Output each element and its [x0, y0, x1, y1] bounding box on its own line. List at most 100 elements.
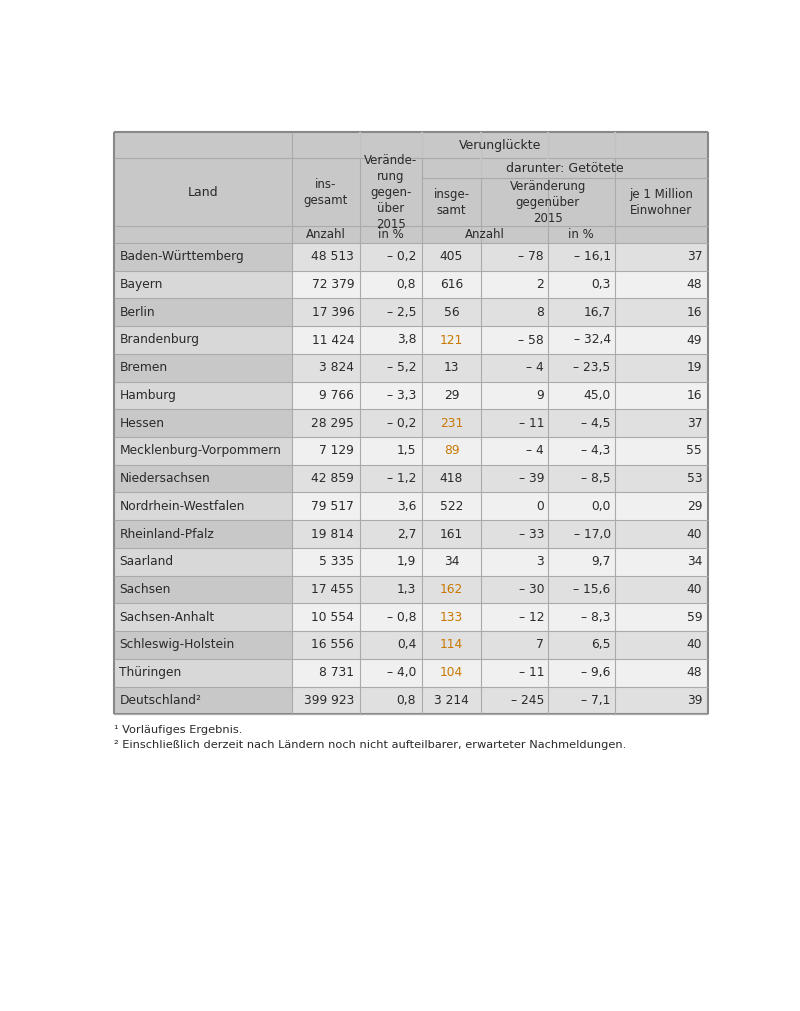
Text: insge-
samt: insge- samt [434, 188, 470, 216]
Text: 11 424: 11 424 [311, 334, 354, 347]
Text: 89: 89 [444, 445, 459, 457]
Text: Veränderung
gegenüber
2015: Veränderung gegenüber 2015 [510, 180, 586, 224]
Text: 8: 8 [536, 305, 544, 318]
Text: 7: 7 [536, 638, 544, 651]
Text: – 5,2: – 5,2 [386, 361, 416, 374]
Text: 45,0: 45,0 [583, 389, 610, 402]
Text: 5 335: 5 335 [319, 555, 354, 568]
Text: Sachsen: Sachsen [119, 583, 170, 595]
Text: – 245: – 245 [510, 694, 544, 707]
Text: Sachsen-Anhalt: Sachsen-Anhalt [119, 611, 214, 624]
Text: – 11: – 11 [518, 666, 544, 679]
Text: 16: 16 [686, 389, 702, 402]
Text: 1,9: 1,9 [397, 555, 416, 568]
Text: 34: 34 [686, 555, 702, 568]
Text: – 1,2: – 1,2 [387, 472, 416, 485]
Text: in %: in % [569, 228, 594, 241]
Text: ins-
gesamt: ins- gesamt [304, 178, 348, 206]
Text: 53: 53 [686, 472, 702, 485]
Text: 16 556: 16 556 [311, 638, 354, 651]
Text: Rheinland-Pfalz: Rheinland-Pfalz [119, 528, 214, 541]
Text: 72 379: 72 379 [311, 278, 354, 291]
Text: 48: 48 [686, 278, 702, 291]
Text: 399 923: 399 923 [304, 694, 354, 707]
Text: – 9,6: – 9,6 [582, 666, 610, 679]
Text: – 0,2: – 0,2 [387, 251, 416, 263]
Text: 55: 55 [686, 445, 702, 457]
Text: Verände-
rung
gegen-
über
2015: Verände- rung gegen- über 2015 [364, 154, 418, 231]
Text: 48 513: 48 513 [311, 251, 354, 263]
Text: Hamburg: Hamburg [119, 389, 176, 402]
Text: 17 396: 17 396 [311, 305, 354, 318]
Text: Mecklenburg-Vorpommern: Mecklenburg-Vorpommern [119, 445, 282, 457]
Text: 37: 37 [686, 417, 702, 430]
Text: 34: 34 [444, 555, 459, 568]
Text: – 39: – 39 [518, 472, 544, 485]
Text: 29: 29 [444, 389, 459, 402]
Text: 49: 49 [686, 334, 702, 347]
Text: 29: 29 [686, 499, 702, 513]
Text: Nordrhein-Westfalen: Nordrhein-Westfalen [119, 499, 245, 513]
Text: 2: 2 [536, 278, 544, 291]
Text: 13: 13 [444, 361, 459, 374]
Text: – 2,5: – 2,5 [386, 305, 416, 318]
Text: darunter: Getötete: darunter: Getötete [506, 162, 623, 175]
Text: Anzahl: Anzahl [306, 228, 346, 241]
Text: 37: 37 [686, 251, 702, 263]
Text: – 78: – 78 [518, 251, 544, 263]
Text: 616: 616 [440, 278, 463, 291]
Text: 10 554: 10 554 [311, 611, 354, 624]
Text: – 4: – 4 [526, 361, 544, 374]
Text: 162: 162 [440, 583, 463, 595]
Text: 1,5: 1,5 [397, 445, 416, 457]
Text: 7 129: 7 129 [319, 445, 354, 457]
Text: – 33: – 33 [518, 528, 544, 541]
Text: 40: 40 [686, 528, 702, 541]
Text: Bayern: Bayern [119, 278, 162, 291]
Text: Anzahl: Anzahl [465, 228, 505, 241]
Text: 0,4: 0,4 [397, 638, 416, 651]
Text: – 17,0: – 17,0 [574, 528, 610, 541]
Text: Schleswig-Holstein: Schleswig-Holstein [119, 638, 234, 651]
Text: Saarland: Saarland [119, 555, 174, 568]
Text: 9,7: 9,7 [591, 555, 610, 568]
Text: 3,8: 3,8 [397, 334, 416, 347]
Text: Deutschland²: Deutschland² [119, 694, 202, 707]
Text: 39: 39 [686, 694, 702, 707]
Text: 79 517: 79 517 [311, 499, 354, 513]
Text: 19 814: 19 814 [311, 528, 354, 541]
Text: – 3,3: – 3,3 [387, 389, 416, 402]
Text: 418: 418 [440, 472, 463, 485]
Text: Berlin: Berlin [119, 305, 155, 318]
Text: 522: 522 [440, 499, 463, 513]
Text: 28 295: 28 295 [311, 417, 354, 430]
Text: 9 766: 9 766 [319, 389, 354, 402]
Text: 3 214: 3 214 [434, 694, 469, 707]
Text: – 4,5: – 4,5 [582, 417, 610, 430]
Text: 0: 0 [536, 499, 544, 513]
Text: Thüringen: Thüringen [119, 666, 182, 679]
Text: – 4,0: – 4,0 [387, 666, 416, 679]
Text: Baden-Württemberg: Baden-Württemberg [119, 251, 244, 263]
Text: 0,8: 0,8 [397, 278, 416, 291]
Text: 3,6: 3,6 [397, 499, 416, 513]
Text: 59: 59 [686, 611, 702, 624]
Text: Bremen: Bremen [119, 361, 167, 374]
Text: 114: 114 [440, 638, 463, 651]
Text: 16,7: 16,7 [584, 305, 610, 318]
Text: 40: 40 [686, 638, 702, 651]
Text: – 23,5: – 23,5 [574, 361, 610, 374]
Text: 104: 104 [440, 666, 463, 679]
Text: ² Einschließlich derzeit nach Ländern noch nicht aufteilbarer, erwarteter Nachme: ² Einschließlich derzeit nach Ländern no… [114, 740, 626, 750]
Text: – 16,1: – 16,1 [574, 251, 610, 263]
Text: Brandenburg: Brandenburg [119, 334, 199, 347]
Text: 0,0: 0,0 [591, 499, 610, 513]
Text: Hessen: Hessen [119, 417, 164, 430]
Text: 6,5: 6,5 [591, 638, 610, 651]
Text: – 11: – 11 [518, 417, 544, 430]
Text: 161: 161 [440, 528, 463, 541]
Text: Verunglückte: Verunglückte [458, 139, 541, 152]
Text: Niedersachsen: Niedersachsen [119, 472, 210, 485]
Text: je 1 Million
Einwohner: je 1 Million Einwohner [629, 188, 693, 216]
Text: 3: 3 [536, 555, 544, 568]
